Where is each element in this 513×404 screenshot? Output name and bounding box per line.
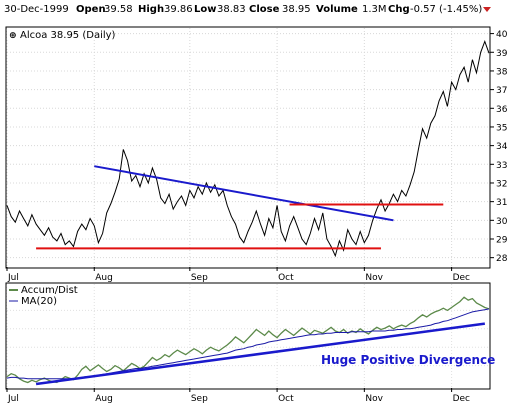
price-y-tick-label: 38 — [496, 67, 508, 77]
price-y-tick-label: 28 — [496, 254, 508, 264]
volume-label: Volume — [316, 4, 358, 15]
chg-value: -0.57 (-1.45%) — [410, 4, 482, 15]
price-legend-label: Alcoa 38.95 (Daily) — [20, 30, 116, 41]
price-y-tick-label: 33 — [496, 161, 507, 171]
price-x-axis: Jul Aug Sep Oct Nov Dec — [6, 267, 470, 283]
high-label: High — [138, 4, 164, 15]
price-y-tick-label: 34 — [496, 142, 508, 152]
close-label: Close — [249, 4, 280, 15]
price-series-line — [6, 39, 490, 258]
price-x-tick-label: Aug — [95, 273, 113, 283]
price-legend-bg — [7, 28, 111, 40]
price-y-tick-label: 32 — [496, 179, 507, 189]
indicator-x-tick-label: Jul — [7, 394, 19, 404]
low-value: 38.83 — [217, 4, 246, 15]
divergence-annotation: Huge Positive Divergence — [321, 353, 495, 367]
price-y-tick-label: 31 — [496, 198, 507, 208]
high-value: 39.86 — [164, 4, 193, 15]
price-y-tick-label: 29 — [496, 235, 508, 245]
menu-arrow-icon[interactable] — [483, 7, 491, 12]
indicator-x-tick-label: Aug — [95, 394, 113, 404]
low-label: Low — [194, 4, 216, 15]
price-legend-glyph: ⊕ — [9, 31, 17, 41]
price-y-tick-label: 40 — [496, 30, 508, 40]
price-y-tick-label: 30 — [496, 217, 508, 227]
price-x-tick-label: Nov — [365, 273, 383, 283]
price-x-tick-label: Sep — [191, 273, 208, 283]
price-x-tick-label: Oct — [278, 273, 294, 283]
price-y-tick-label: 37 — [496, 86, 507, 96]
price-legend: ⊕ Alcoa 38.95 (Daily) — [7, 28, 116, 41]
indicator-legend-bg — [7, 284, 87, 308]
indicator-x-tick-label: Dec — [453, 394, 470, 404]
price-x-tick-label: Dec — [453, 273, 470, 283]
indicator-x-axis: Jul Aug Sep Oct Nov Dec — [6, 388, 470, 404]
price-y-tick-label: 39 — [496, 49, 508, 59]
indicator-x-tick-label: Sep — [191, 394, 208, 404]
price-y-tick-label: 36 — [496, 105, 508, 115]
indicator-x-tick-label: Nov — [365, 394, 383, 404]
price-trendlines — [36, 165, 444, 250]
volume-value: 1.3M — [362, 4, 387, 15]
indicator-x-tick-label: Oct — [278, 394, 294, 404]
accum-support-trendline — [35, 322, 486, 386]
chg-label: Chg — [388, 4, 410, 15]
quote-header: 30-Dec-1999 Open 39.58 High 39.86 Low 38… — [4, 4, 491, 15]
price-y-tick-label: 35 — [496, 123, 507, 133]
accum-legend-label: Accum/Dist — [21, 285, 78, 296]
price-grid — [6, 28, 489, 267]
price-x-tick-label: Jul — [7, 273, 19, 283]
resistance-trendline — [94, 165, 394, 222]
ma-legend-label: MA(20) — [21, 296, 57, 307]
open-label: Open — [76, 4, 106, 15]
quote-date: 30-Dec-1999 — [4, 4, 69, 15]
indicator-trendlines — [35, 322, 486, 386]
accum-dist-line — [6, 296, 490, 384]
indicator-legend: Accum/Dist MA(20) — [7, 284, 87, 308]
price-y-axis: 28 29 30 31 32 33 34 35 36 37 38 39 40 — [490, 30, 508, 264]
open-value: 39.58 — [104, 4, 133, 15]
close-value: 38.95 — [282, 4, 311, 15]
